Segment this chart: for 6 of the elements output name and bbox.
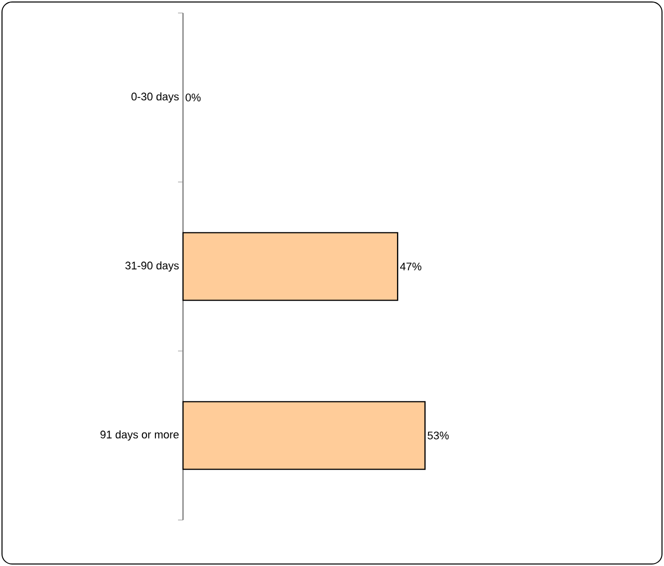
y-tick-label: 91 days or more bbox=[100, 430, 179, 441]
data-label: 47% bbox=[400, 262, 422, 270]
y-tick-label: 0-30 days bbox=[131, 92, 179, 103]
data-label: 0% bbox=[186, 94, 201, 102]
y-tick-label: 31-90 days bbox=[125, 261, 179, 272]
data-label: 53% bbox=[428, 432, 449, 440]
